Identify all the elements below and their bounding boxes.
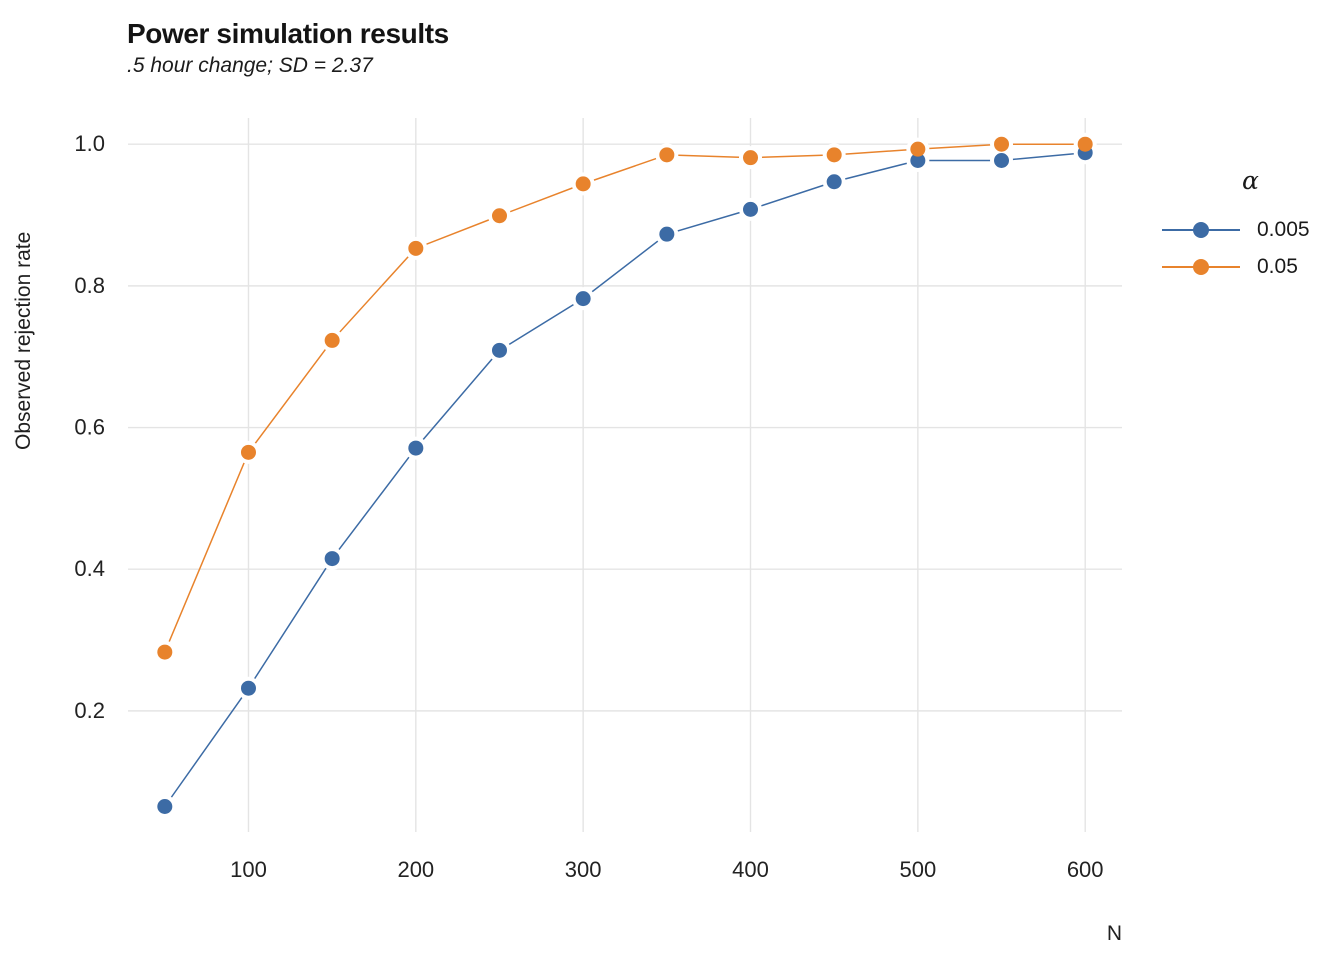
x-tick-label: 100: [230, 857, 267, 882]
y-tick-label: 0.8: [74, 273, 105, 298]
data-point-alpha-0.05: [826, 147, 842, 163]
data-point-alpha-0.005: [491, 342, 507, 358]
legend-label: 0.005: [1257, 217, 1310, 241]
data-point-alpha-0.005: [408, 440, 424, 456]
legend: α 0.005 0.05: [1162, 166, 1337, 285]
legend-key-line-dot-icon: [1162, 221, 1240, 238]
data-point-alpha-0.05: [994, 136, 1010, 152]
x-tick-label: 400: [732, 857, 769, 882]
data-point-alpha-0.005: [157, 799, 173, 814]
data-point-alpha-0.005: [240, 680, 256, 696]
legend-item-alpha-005: 0.05: [1162, 248, 1337, 285]
plot-subtitle: .5 hour change; SD = 2.37: [127, 54, 373, 77]
data-point-alpha-0.05: [491, 208, 507, 224]
x-tick-label: 500: [899, 857, 936, 882]
data-point-alpha-0.05: [910, 141, 926, 157]
data-point-alpha-0.005: [910, 153, 926, 168]
y-tick-label: 0.2: [74, 698, 105, 723]
data-point-alpha-0.05: [324, 332, 340, 348]
data-point-alpha-0.05: [240, 444, 256, 460]
data-point-alpha-0.05: [575, 176, 591, 192]
data-point-alpha-0.005: [575, 291, 591, 307]
data-point-alpha-0.05: [408, 240, 424, 256]
x-tick-label: 600: [1067, 857, 1104, 882]
data-point-alpha-0.005: [324, 551, 340, 567]
y-tick-label: 0.4: [74, 556, 105, 581]
data-point-alpha-0.005: [994, 153, 1010, 168]
x-axis-title: N: [1106, 922, 1122, 945]
data-point-alpha-0.005: [743, 201, 759, 217]
y-tick-label: 0.6: [74, 415, 105, 440]
data-point-alpha-0.005: [659, 226, 675, 242]
data-point-alpha-0.05: [1077, 136, 1093, 152]
x-tick-label: 200: [397, 857, 434, 882]
legend-title-alpha: α: [1242, 166, 1259, 195]
series-line-0.05: [164, 143, 1086, 653]
legend-key-line-dot-icon: [1162, 258, 1240, 275]
plot-title: Power simulation results: [127, 18, 449, 49]
series-line-0.005: [164, 151, 1086, 807]
data-point-alpha-0.05: [743, 150, 759, 166]
x-tick-label: 300: [565, 857, 602, 882]
legend-item-alpha-0005: 0.005: [1162, 211, 1337, 248]
y-tick-label: 1.0: [74, 131, 105, 156]
legend-label: 0.05: [1257, 254, 1298, 278]
data-point-alpha-0.05: [157, 644, 173, 660]
data-point-alpha-0.05: [659, 147, 675, 163]
data-point-alpha-0.005: [826, 174, 842, 190]
